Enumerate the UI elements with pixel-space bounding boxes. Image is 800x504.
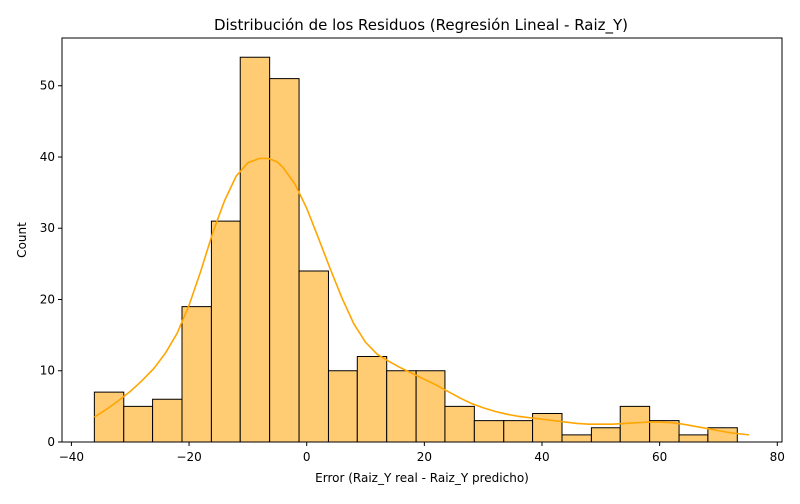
- x-tick-label: 80: [770, 450, 785, 464]
- y-tick-label: 40: [40, 150, 55, 164]
- x-tick-label: 40: [534, 450, 549, 464]
- plot-frame: [61, 37, 783, 443]
- x-axis-label: Error (Raiz_Y real - Raiz_Y predicho): [315, 471, 529, 485]
- chart-title: Distribución de los Residuos (Regresión …: [214, 16, 628, 35]
- histogram-bar: [386, 370, 417, 443]
- histogram-bar: [473, 420, 505, 443]
- x-tick-label: 0: [303, 450, 311, 464]
- histogram-bar: [356, 355, 388, 443]
- y-axis-ticks: 0 10 20 30 40 50: [40, 79, 62, 449]
- y-tick-label: 50: [40, 79, 55, 93]
- histogram-bar: [532, 412, 563, 443]
- y-axis-label: Count: [15, 222, 29, 258]
- bars-group: [93, 56, 738, 443]
- y-tick-label: 10: [40, 364, 55, 378]
- histogram-bar: [678, 434, 709, 443]
- histogram-bar: [152, 398, 183, 443]
- x-tick-label: −40: [59, 450, 84, 464]
- histogram-bar: [590, 427, 621, 443]
- x-tick-label: 20: [417, 450, 432, 464]
- histogram-bar: [561, 434, 592, 443]
- histogram-bar: [503, 420, 534, 443]
- histogram-bar: [181, 306, 212, 443]
- y-tick-label: 0: [47, 435, 55, 449]
- x-tick-label: −20: [176, 450, 201, 464]
- y-tick-label: 30: [40, 221, 55, 235]
- histogram-bar: [210, 220, 241, 443]
- histogram-bar: [298, 270, 329, 443]
- histogram-bar: [327, 370, 358, 443]
- histogram-bar: [123, 405, 154, 443]
- histogram-bar: [269, 78, 300, 443]
- y-tick-label: 20: [40, 292, 55, 306]
- histogram-bar: [444, 405, 475, 443]
- x-axis-ticks: −40 −20 0 20 40 60 80: [59, 442, 785, 464]
- x-tick-label: 60: [652, 450, 667, 464]
- histogram-bar: [239, 56, 271, 443]
- kde-curve: [93, 157, 750, 436]
